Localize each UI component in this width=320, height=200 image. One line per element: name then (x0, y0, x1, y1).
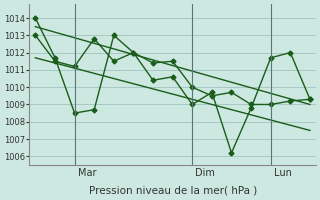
X-axis label: Pression niveau de la mer( hPa ): Pression niveau de la mer( hPa ) (89, 186, 257, 196)
Text: Dim: Dim (195, 168, 215, 178)
Text: Lun: Lun (274, 168, 292, 178)
Text: Mar: Mar (77, 168, 96, 178)
